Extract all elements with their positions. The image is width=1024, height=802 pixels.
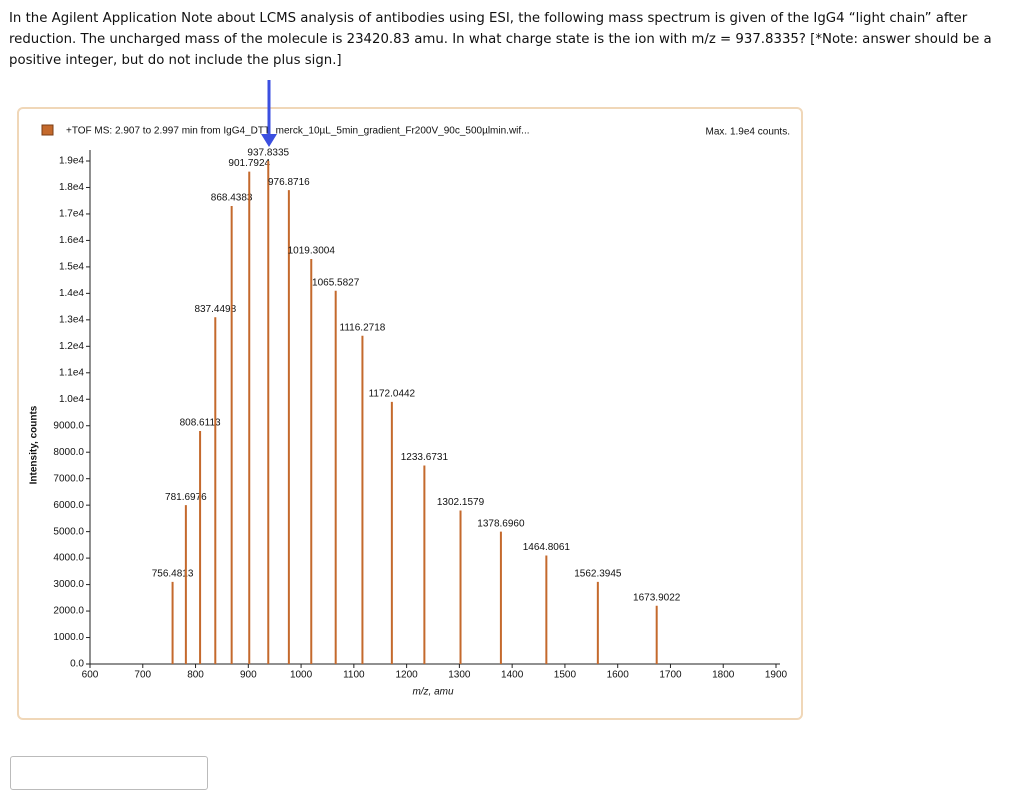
y-tick-label: 5000.0 — [53, 526, 84, 537]
x-tick-label: 1100 — [343, 670, 365, 681]
y-tick-label: 1.2e4 — [59, 341, 84, 352]
y-tick-label: 1000.0 — [53, 632, 84, 643]
peak-label: 1302.1579 — [437, 497, 485, 508]
y-tick-label: 9000.0 — [53, 420, 84, 431]
legend-swatch — [41, 124, 54, 136]
y-tick-label: 4000.0 — [53, 553, 84, 564]
y-tick-label: 1.5e4 — [59, 262, 84, 273]
pointer-arrow-head — [261, 134, 277, 147]
x-tick-label: 900 — [240, 670, 257, 681]
y-tick-label: 1.4e4 — [59, 288, 84, 299]
peak-label: 808.6113 — [180, 418, 221, 429]
x-tick-label: 1300 — [448, 670, 471, 681]
x-tick-label: 800 — [187, 670, 204, 681]
x-tick-label: 600 — [82, 670, 99, 681]
peak-label: 1233.6731 — [401, 452, 449, 463]
figure-card — [17, 107, 803, 720]
peak-label: 1116.2718 — [340, 322, 386, 333]
peak-label: 781.6976 — [165, 492, 207, 503]
chart-header: +TOF MS: 2.907 to 2.997 min from IgG4_DT… — [66, 126, 530, 137]
x-tick-label: 1400 — [501, 670, 524, 681]
peak-label: 837.4498 — [194, 304, 236, 315]
x-tick-label: 1700 — [659, 670, 682, 681]
peak-label: 868.4383 — [211, 193, 253, 204]
x-tick-label: 1000 — [290, 670, 313, 681]
peak-label: 1065.5827 — [312, 277, 360, 288]
y-axis-label: Intensity, counts — [29, 405, 40, 484]
peak-label: 937.8335 — [247, 148, 289, 159]
x-tick-label: 1200 — [395, 670, 418, 681]
peak-label: 1562.3945 — [574, 569, 622, 580]
x-axis-label: m/z, amu — [412, 687, 454, 698]
y-tick-label: 1.8e4 — [59, 182, 84, 193]
peak-label: 1673.9022 — [633, 592, 681, 603]
y-tick-label: 8000.0 — [53, 447, 84, 458]
y-tick-label: 3000.0 — [53, 579, 84, 590]
max-label: Max. 1.9e4 counts. — [706, 127, 791, 138]
peak-label: 1464.8061 — [523, 542, 571, 553]
y-tick-label: 6000.0 — [53, 500, 84, 511]
y-tick-label: 1.3e4 — [59, 314, 84, 325]
y-tick-label: 2000.0 — [53, 606, 84, 617]
chart: +TOF MS: 2.907 to 2.997 min from IgG4_DT… — [29, 80, 791, 698]
question: In the Agilent Application Note about LC… — [9, 11, 992, 68]
y-tick-label: 7000.0 — [53, 473, 84, 484]
x-tick-label: 1900 — [765, 670, 788, 681]
y-tick-label: 1.6e4 — [59, 235, 84, 246]
x-tick-label: 700 — [134, 670, 151, 681]
y-tick-label: 1.9e4 — [59, 156, 84, 167]
peak-label: 901.7924 — [228, 158, 270, 169]
x-tick-label: 1800 — [712, 670, 735, 681]
y-tick-label: 1.7e4 — [59, 209, 84, 220]
y-tick-label: 0.0 — [70, 659, 84, 670]
peak-label: 1378.6960 — [477, 518, 525, 529]
peak-label: 756.4813 — [152, 569, 194, 580]
answer-input[interactable] — [10, 756, 208, 790]
peak-label: 1019.3004 — [288, 246, 336, 257]
x-tick-label: 1600 — [607, 670, 630, 681]
y-tick-label: 1.1e4 — [59, 367, 84, 378]
peak-label: 1172.0442 — [369, 389, 416, 400]
peak-label: 976.8716 — [268, 177, 310, 188]
x-tick-label: 1500 — [554, 670, 577, 681]
y-tick-label: 1.0e4 — [59, 394, 84, 405]
